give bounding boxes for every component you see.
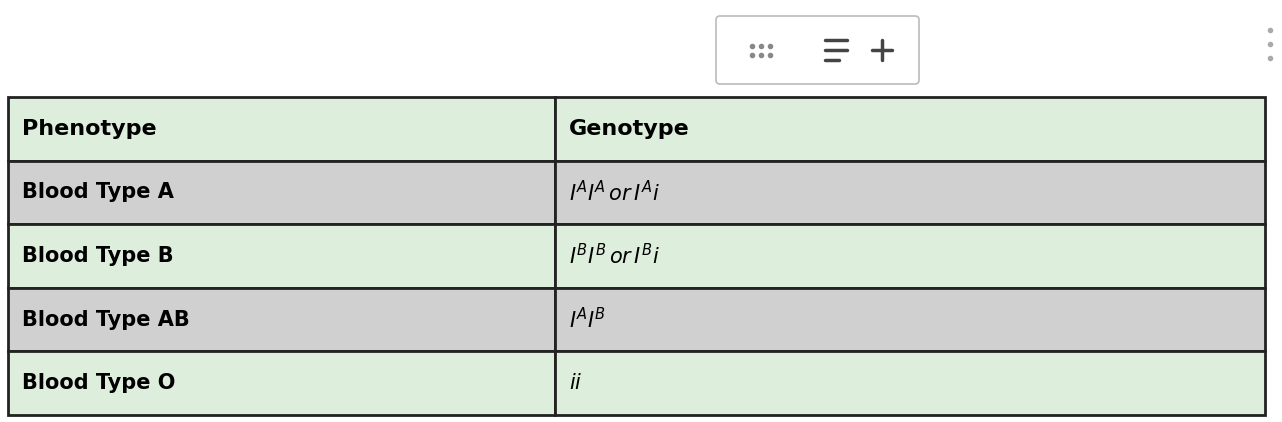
Text: Blood Type O: Blood Type O xyxy=(22,373,176,393)
Bar xyxy=(8,161,555,224)
FancyBboxPatch shape xyxy=(717,16,919,84)
Bar xyxy=(8,224,555,288)
Bar xyxy=(555,352,1265,415)
Text: $I^{A}I^{A}\,or\,I^{A}i$: $I^{A}I^{A}\,or\,I^{A}i$ xyxy=(569,180,659,205)
Bar xyxy=(8,97,555,161)
Text: Blood Type AB: Blood Type AB xyxy=(22,310,190,330)
Bar xyxy=(555,224,1265,288)
Text: Phenotype: Phenotype xyxy=(22,119,156,139)
Bar xyxy=(555,97,1265,161)
Text: $ii$: $ii$ xyxy=(569,373,582,393)
Text: Blood Type B: Blood Type B xyxy=(22,246,173,266)
Text: Genotype: Genotype xyxy=(569,119,690,139)
Text: Blood Type A: Blood Type A xyxy=(22,182,174,203)
Bar xyxy=(555,161,1265,224)
Bar xyxy=(8,352,555,415)
Text: $I^{A}I^{B}$: $I^{A}I^{B}$ xyxy=(569,307,606,332)
Bar xyxy=(8,288,555,352)
Bar xyxy=(555,288,1265,352)
Text: $I^{B}I^{B}\,or\,I^{B}i$: $I^{B}I^{B}\,or\,I^{B}i$ xyxy=(569,243,660,268)
